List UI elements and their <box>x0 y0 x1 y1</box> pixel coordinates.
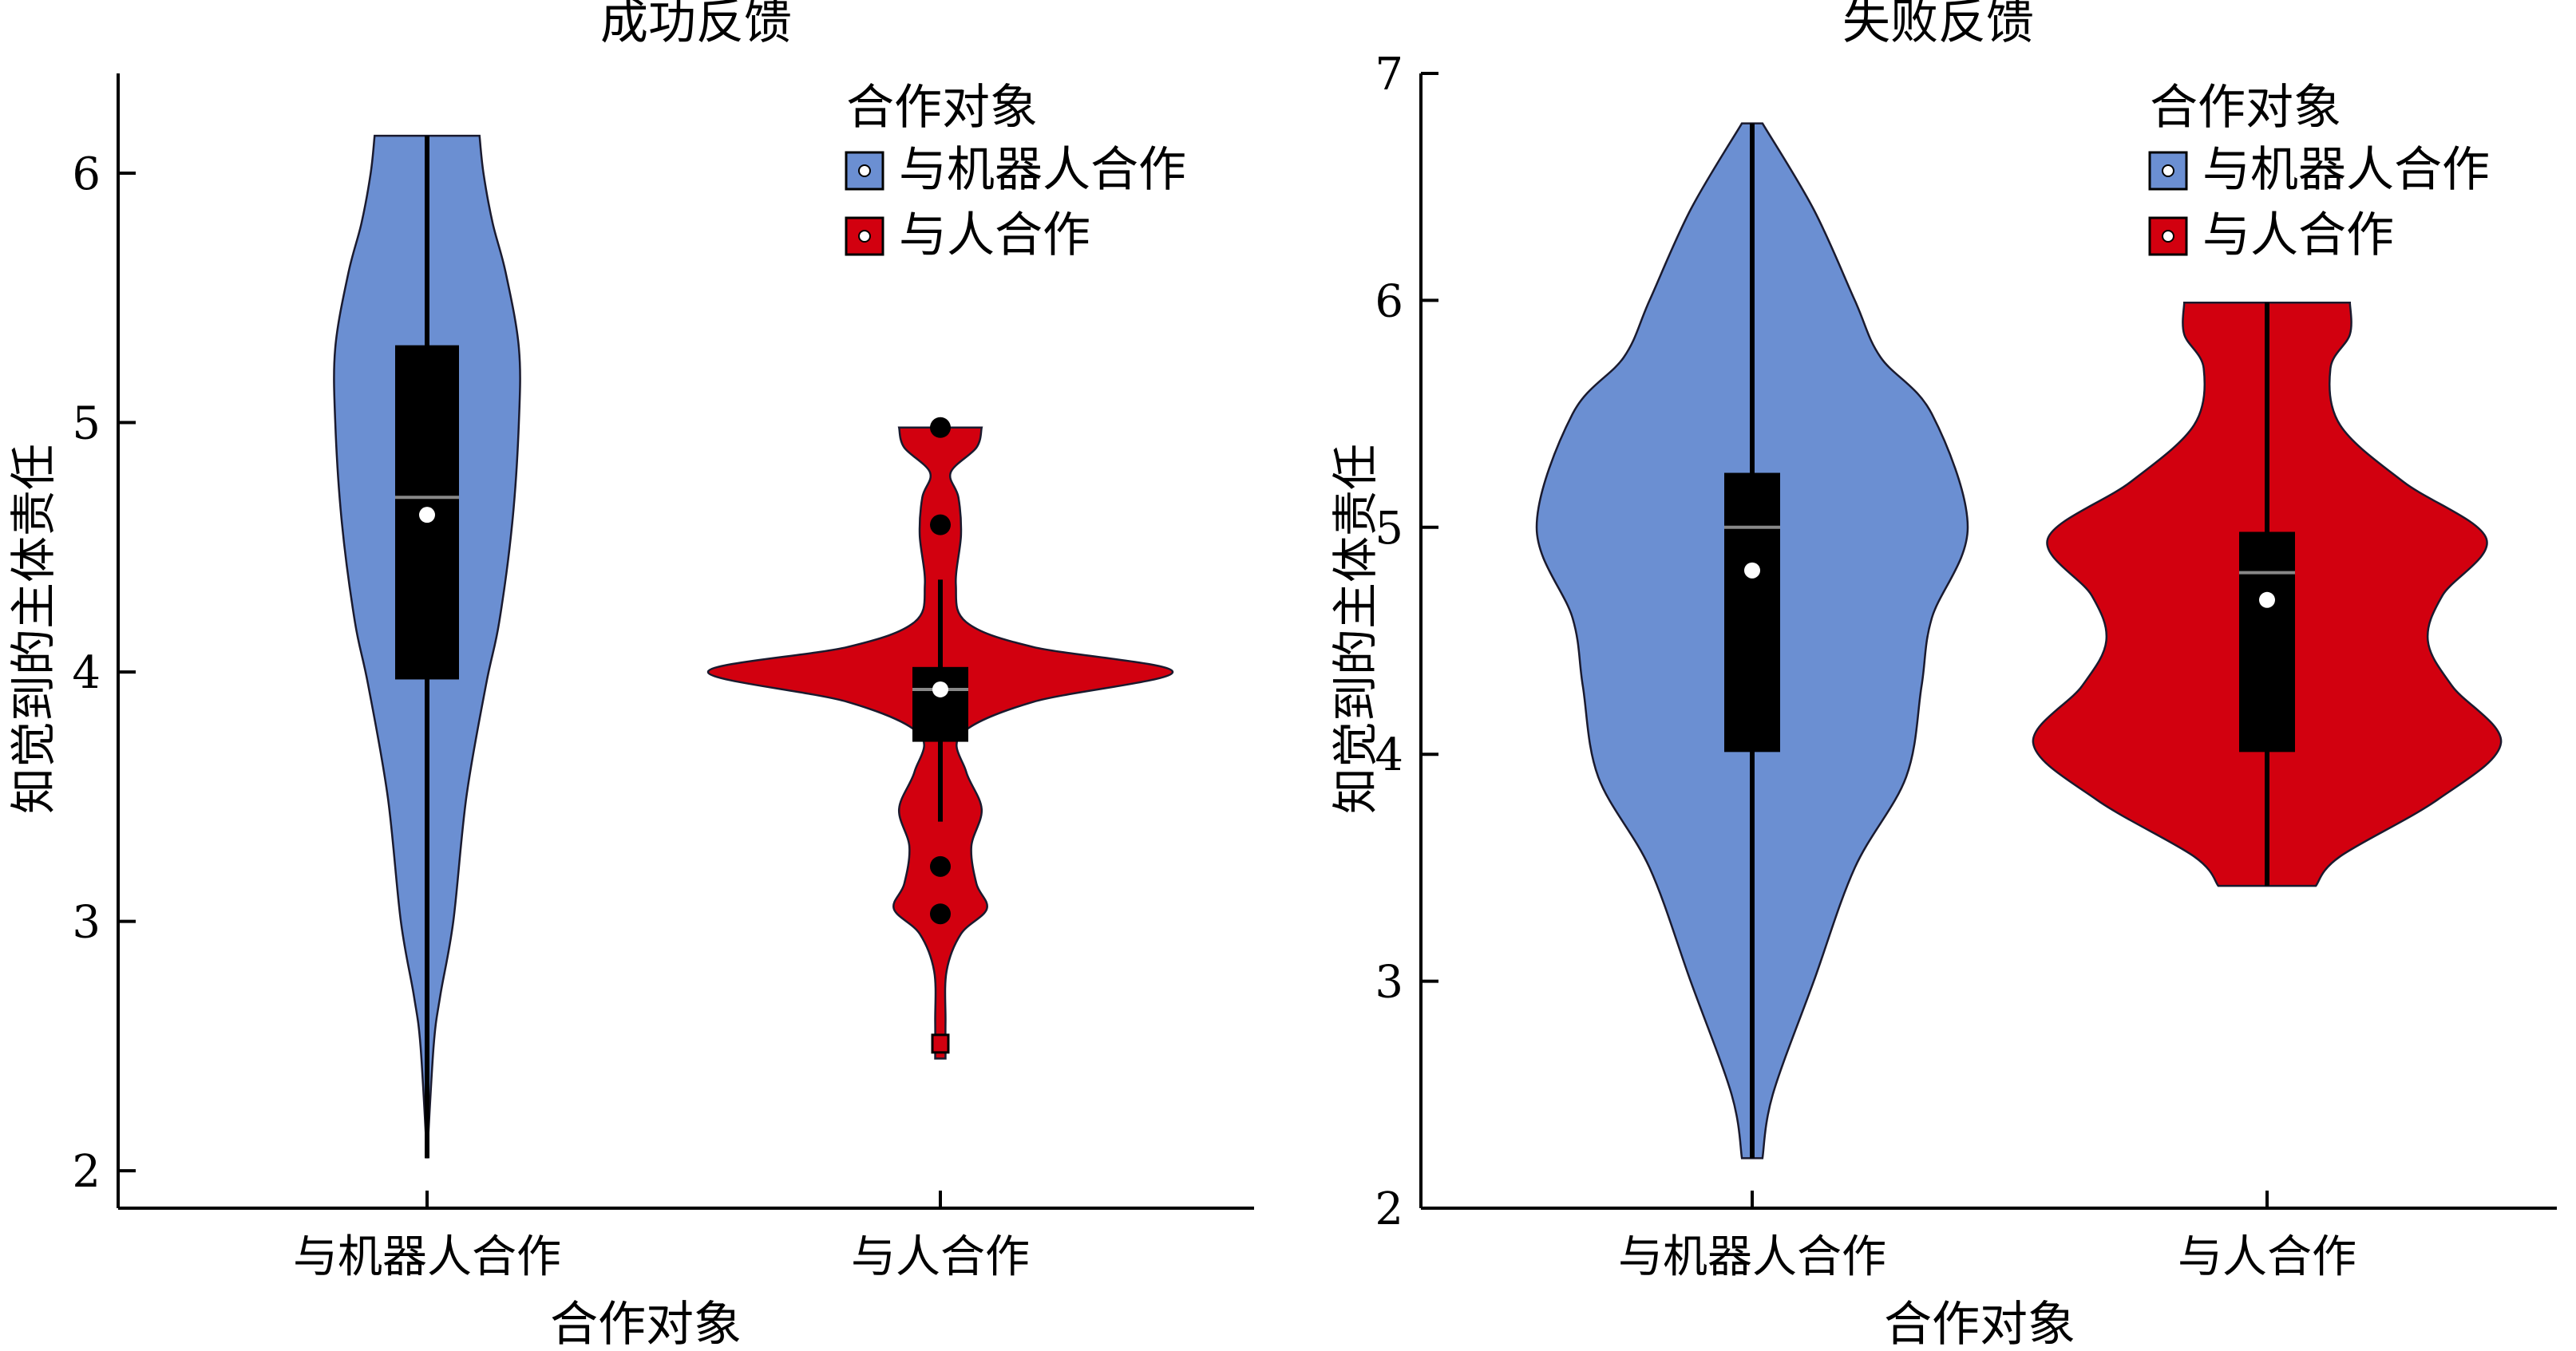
outlier-point <box>930 903 951 925</box>
mean-dot <box>419 507 435 523</box>
y-axis-label: 知觉到的主体责任 <box>6 444 61 814</box>
outlier-point <box>930 417 951 438</box>
legend-entry-label: 与人合作 <box>899 207 1090 263</box>
x-axis-label: 合作对象 <box>1884 1297 2075 1351</box>
iqr-box <box>912 666 968 742</box>
legend-swatch-dot <box>858 164 871 177</box>
chart-title: 成功反馈 <box>600 0 792 50</box>
legend-swatch-dot <box>2162 164 2174 177</box>
y-tick-label: 4 <box>1375 729 1403 781</box>
iqr-box <box>1724 472 1780 753</box>
legend-title: 合作对象 <box>2150 80 2341 136</box>
iqr-box <box>2239 531 2295 753</box>
mean-dot <box>2259 591 2275 608</box>
y-tick-label: 2 <box>72 1146 101 1198</box>
y-tick-label: 4 <box>72 647 101 699</box>
legend-swatch-dot <box>2162 230 2174 243</box>
x-tick-label: 与人合作 <box>2178 1231 2356 1283</box>
y-tick-label: 6 <box>1375 275 1403 327</box>
outlier-point <box>930 855 951 877</box>
y-tick-label: 3 <box>72 897 101 949</box>
y-tick-label: 5 <box>1375 503 1403 555</box>
x-axis-label: 合作对象 <box>550 1297 742 1351</box>
legend-entry-label: 与人合作 <box>2202 207 2394 263</box>
outlier-marker <box>931 1033 950 1054</box>
x-tick-label: 与人合作 <box>851 1231 1030 1283</box>
legend-entry-label: 与机器人合作 <box>2202 142 2490 198</box>
x-tick-label: 与机器人合作 <box>293 1231 561 1283</box>
mean-dot <box>1744 562 1760 579</box>
legend-swatch-dot <box>858 230 871 243</box>
y-tick-label: 5 <box>72 398 101 450</box>
legend-title: 合作对象 <box>846 80 1038 136</box>
outlier-point <box>930 514 951 535</box>
y-tick-label: 6 <box>72 148 101 200</box>
x-tick-label: 与机器人合作 <box>1618 1231 1886 1283</box>
legend-entry-label: 与机器人合作 <box>899 142 1186 198</box>
mean-dot <box>932 681 948 697</box>
y-axis-label: 知觉到的主体责任 <box>1328 444 1383 814</box>
y-tick-label: 2 <box>1375 1183 1403 1235</box>
y-tick-label: 7 <box>1375 49 1403 101</box>
chart-title: 失败反馈 <box>1842 0 2034 50</box>
y-tick-label: 3 <box>1375 957 1403 1009</box>
